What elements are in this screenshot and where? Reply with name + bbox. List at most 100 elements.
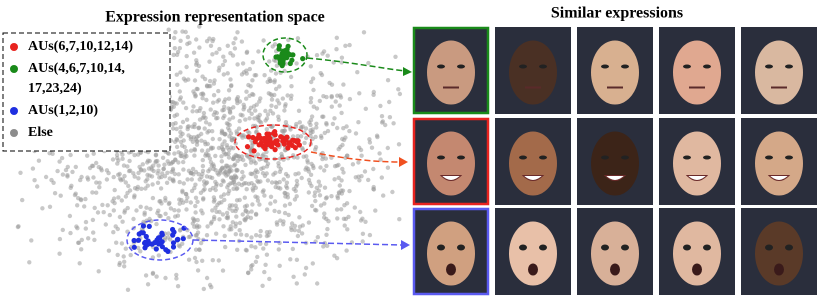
embedding-point: [198, 106, 203, 111]
embedding-point: [361, 30, 367, 35]
embedding-point: [231, 41, 236, 46]
embedding-point: [188, 200, 193, 205]
embedding-point: [325, 226, 330, 232]
embedding-point: [114, 152, 120, 158]
embedding-point: [177, 179, 182, 185]
embedding-point: [303, 265, 309, 271]
embedding-point: [255, 195, 260, 200]
embedding-point: [201, 286, 206, 292]
embedding-point: [180, 188, 185, 193]
embedding-point: [205, 141, 210, 147]
embedding-point: [67, 213, 73, 219]
embedding-point: [231, 146, 236, 151]
embedding-point: [273, 58, 278, 64]
embedding-point: [397, 217, 402, 222]
embedding-point: [248, 105, 254, 111]
embedding-point: [79, 247, 84, 252]
embedding-point: [90, 190, 95, 195]
embedding-point: [194, 58, 199, 63]
embedding-point: [150, 195, 156, 201]
embedding-point: [180, 29, 185, 34]
mouth: [446, 263, 456, 276]
embedding-point: [156, 253, 161, 258]
embedding-point: [307, 181, 313, 186]
embedding-point: [227, 227, 232, 232]
embedding-point: [210, 129, 215, 134]
embedding-point: [207, 167, 213, 172]
embedding-point: [390, 189, 395, 195]
embedding-point: [206, 128, 211, 134]
embedding-point: [207, 59, 212, 64]
face: [427, 131, 475, 196]
embedding-point: [347, 188, 352, 194]
embedding-point: [385, 78, 391, 83]
eye: [785, 244, 793, 251]
embedding-point: [249, 209, 254, 214]
embedding-point: [85, 177, 91, 182]
embedding-point: [255, 152, 261, 157]
cluster-point: [283, 137, 289, 143]
embedding-point: [313, 198, 318, 204]
embedding-point: [246, 82, 251, 88]
embedding-point: [220, 178, 225, 183]
cluster-point: [143, 233, 149, 240]
embedding-point: [243, 216, 249, 221]
embedding-point: [178, 130, 183, 135]
embedding-point: [228, 77, 233, 82]
embedding-point: [165, 235, 171, 240]
cluster-point: [256, 142, 262, 148]
cluster-point: [135, 237, 142, 243]
embedding-point: [279, 151, 284, 157]
cluster-point: [170, 240, 177, 246]
embedding-point: [289, 93, 294, 98]
embedding-point: [321, 244, 326, 249]
eye: [703, 64, 711, 69]
embedding-point: [231, 178, 237, 183]
embedding-point: [225, 43, 230, 48]
embedding-point: [221, 72, 226, 77]
face: [755, 131, 803, 196]
embedding-point: [192, 224, 197, 229]
embedding-point: [312, 207, 318, 213]
embedding-point: [97, 180, 102, 185]
embedding-point: [221, 107, 226, 113]
embedding-point: [188, 148, 194, 153]
embedding-point: [200, 157, 205, 163]
embedding-point: [360, 239, 365, 244]
embedding-point: [127, 158, 132, 164]
cluster-point: [159, 244, 165, 250]
embedding-point: [111, 230, 116, 235]
embedding-point: [173, 214, 178, 219]
embedding-point: [186, 133, 191, 138]
embedding-point: [187, 234, 193, 239]
embedding-point: [230, 53, 236, 58]
embedding-point: [347, 42, 352, 48]
embedding-point: [321, 94, 326, 99]
embedding-point: [247, 130, 252, 136]
embedding-point: [209, 163, 214, 168]
embedding-point: [185, 34, 191, 40]
embedding-point: [205, 224, 210, 229]
embedding-point: [223, 131, 228, 137]
embedding-point: [350, 162, 356, 167]
embedding-point: [222, 165, 228, 171]
embedding-point: [192, 218, 197, 224]
embedding-point: [121, 254, 126, 259]
embedding-point: [224, 121, 230, 126]
embedding-point: [282, 210, 288, 216]
embedding-point: [136, 245, 141, 251]
eye: [437, 244, 445, 251]
left-title: Expression representation space: [105, 9, 325, 26]
embedding-point: [139, 186, 144, 191]
embedding-point: [166, 161, 172, 166]
embedding-point: [192, 122, 197, 127]
embedding-point: [232, 46, 238, 51]
embedding-point: [285, 174, 291, 179]
embedding-point: [299, 175, 304, 181]
embedding-point: [387, 99, 392, 105]
embedding-point: [60, 172, 66, 177]
embedding-point: [134, 208, 139, 213]
embedding-point: [235, 247, 240, 252]
embedding-point: [195, 217, 200, 223]
embedding-point: [197, 45, 202, 50]
